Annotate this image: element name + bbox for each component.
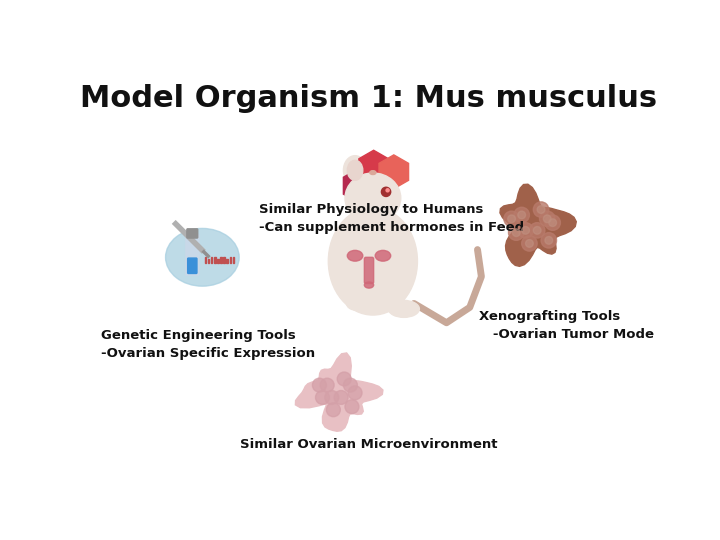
Circle shape <box>386 189 389 192</box>
Circle shape <box>343 378 357 392</box>
Circle shape <box>320 378 334 392</box>
Ellipse shape <box>370 171 376 174</box>
Circle shape <box>513 229 520 237</box>
Bar <box>226 259 228 262</box>
Circle shape <box>325 390 339 404</box>
Bar <box>217 259 219 262</box>
Text: Similar Ovarian Microenvironment: Similar Ovarian Microenvironment <box>240 438 498 451</box>
Circle shape <box>508 215 516 222</box>
Text: Model Organism 1: Mus musculus: Model Organism 1: Mus musculus <box>81 84 657 113</box>
Ellipse shape <box>364 282 374 288</box>
Circle shape <box>529 222 545 238</box>
Circle shape <box>541 233 557 248</box>
Circle shape <box>382 187 391 197</box>
Ellipse shape <box>345 173 401 223</box>
Text: Similar Physiology to Humans
-Can supplement hormones in Feed: Similar Physiology to Humans -Can supple… <box>259 204 524 234</box>
Circle shape <box>504 211 519 226</box>
Circle shape <box>312 378 326 392</box>
Circle shape <box>549 219 557 226</box>
Bar <box>230 256 231 262</box>
Circle shape <box>534 202 549 217</box>
Circle shape <box>326 403 341 417</box>
Bar <box>204 256 206 262</box>
Polygon shape <box>343 168 373 202</box>
Circle shape <box>522 236 537 251</box>
Text: Xenografting Tools
   -Ovarian Tumor Mode: Xenografting Tools -Ovarian Tumor Mode <box>479 309 654 341</box>
Circle shape <box>545 237 553 244</box>
Circle shape <box>545 215 560 231</box>
Ellipse shape <box>328 207 418 315</box>
Ellipse shape <box>347 251 363 261</box>
Circle shape <box>315 390 330 404</box>
FancyBboxPatch shape <box>188 258 197 273</box>
Bar <box>211 256 212 262</box>
Bar <box>208 259 210 262</box>
Polygon shape <box>500 184 576 266</box>
Circle shape <box>514 207 529 222</box>
Circle shape <box>544 215 551 222</box>
Circle shape <box>518 211 526 219</box>
Ellipse shape <box>343 156 366 185</box>
Circle shape <box>534 226 541 234</box>
Circle shape <box>334 390 348 404</box>
Circle shape <box>518 222 534 238</box>
Circle shape <box>526 240 534 247</box>
Circle shape <box>348 386 362 400</box>
FancyBboxPatch shape <box>364 257 374 284</box>
Polygon shape <box>359 150 388 184</box>
Ellipse shape <box>375 251 391 261</box>
Circle shape <box>508 225 524 240</box>
Ellipse shape <box>166 228 239 286</box>
Circle shape <box>345 400 359 414</box>
Ellipse shape <box>388 300 419 318</box>
Bar <box>223 256 225 262</box>
Circle shape <box>522 226 529 234</box>
Circle shape <box>537 206 545 213</box>
Ellipse shape <box>347 160 363 180</box>
Bar <box>233 256 234 262</box>
Bar <box>220 256 222 262</box>
Text: Genetic Engineering Tools
-Ovarian Specific Expression: Genetic Engineering Tools -Ovarian Speci… <box>101 329 315 360</box>
Bar <box>214 256 215 262</box>
Polygon shape <box>379 155 408 189</box>
Polygon shape <box>295 353 383 431</box>
Circle shape <box>337 372 351 386</box>
FancyBboxPatch shape <box>185 234 199 276</box>
Circle shape <box>539 211 555 226</box>
FancyBboxPatch shape <box>187 229 198 238</box>
Ellipse shape <box>346 296 368 310</box>
